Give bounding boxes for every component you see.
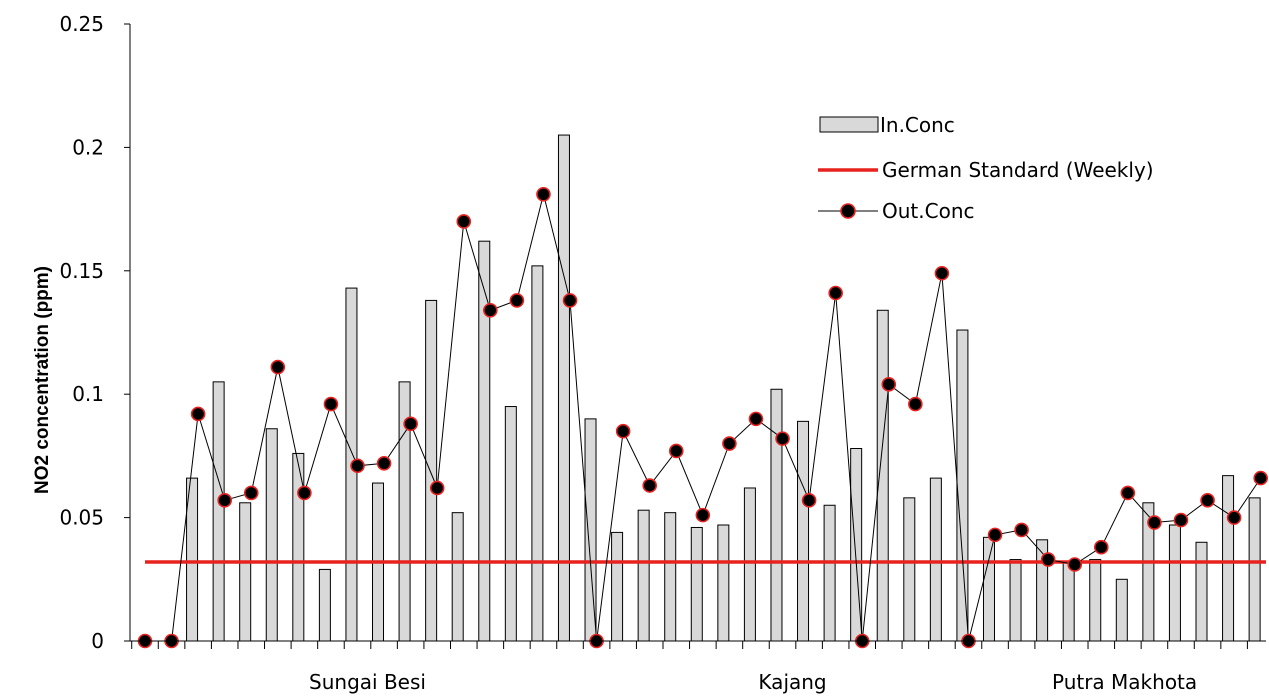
out-conc-point: [536, 186, 551, 202]
out-conc-point: [323, 396, 339, 412]
in-conc-bar: [451, 512, 464, 642]
out-conc-point: [987, 527, 1003, 543]
out-conc-point: [722, 436, 737, 451]
out-conc-point: [509, 293, 525, 308]
in-conc-bar: [265, 428, 278, 642]
legend-label-out-conc: Out.Conc: [882, 199, 975, 223]
in-conc-bars: [186, 134, 1261, 642]
out-conc-point: [908, 396, 923, 412]
out-conc-point: [1094, 539, 1109, 555]
out-conc-point: [1253, 470, 1268, 486]
in-conc-bar: [212, 381, 225, 642]
out-conc-point: [429, 480, 445, 496]
y-tick-label: 0.1: [72, 382, 104, 406]
out-conc-point: [801, 493, 817, 508]
out-conc-point: [562, 293, 578, 308]
in-conc-bar: [717, 524, 730, 642]
out-conc-point: [1200, 493, 1215, 508]
in-conc-bar: [531, 265, 544, 642]
in-conc-bar: [903, 497, 916, 642]
in-conc-bar: [1009, 559, 1022, 642]
in-conc-bar: [982, 536, 995, 642]
out-conc-point: [190, 406, 206, 422]
y-tick-label: 0.05: [59, 506, 104, 530]
in-conc-bar: [1168, 524, 1181, 642]
out-conc-point: [483, 302, 498, 318]
out-conc-point: [642, 478, 658, 493]
axes: [129, 24, 1266, 642]
legend: In.Conc German Standard (Weekly) Out.Conc: [818, 113, 1154, 223]
in-conc-bar: [1062, 561, 1075, 642]
out-conc-point: [1067, 557, 1083, 572]
in-conc-bar: [770, 388, 783, 642]
in-conc-bar: [690, 526, 703, 642]
in-conc-bar: [1089, 559, 1102, 642]
in-conc-bar: [823, 504, 836, 642]
out-conc-point: [376, 456, 392, 471]
out-conc-point: [748, 411, 764, 427]
out-conc-point: [695, 507, 711, 523]
x-axis-ticks: [131, 641, 1248, 649]
in-conc-bar: [318, 568, 331, 642]
out-conc-point: [350, 458, 365, 474]
y-tick-label: 0.25: [59, 12, 104, 36]
out-conc-point: [270, 359, 286, 375]
y-tick-label: 0.15: [59, 259, 104, 283]
legend-label-in-conc: In.Conc: [880, 113, 955, 137]
out-conc-point: [1014, 522, 1029, 538]
out-conc-point: [297, 485, 312, 501]
out-conc-point: [775, 431, 790, 446]
in-conc-bar: [1115, 578, 1128, 642]
out-conc-point: [403, 416, 418, 432]
y-tick-label: 0.2: [72, 135, 104, 159]
in-conc-bar: [611, 531, 624, 642]
in-conc-bar: [637, 509, 650, 642]
in-conc-bar: [425, 299, 438, 642]
group-label: Sungai Besi: [309, 670, 426, 694]
in-conc-bar: [743, 487, 756, 642]
in-conc-bar: [557, 134, 570, 642]
legend-swatch-in-conc: [819, 116, 879, 133]
out-conc-point: [934, 265, 950, 281]
y-tick-label: 0: [91, 629, 104, 653]
out-conc-point: [1040, 552, 1056, 567]
group-label: Kajang: [758, 670, 826, 694]
out-conc-point: [456, 214, 472, 229]
legend-swatch-out-conc-marker: [840, 203, 856, 219]
out-conc-point: [1226, 510, 1242, 525]
out-conc-point: [1147, 515, 1162, 530]
out-conc-point: [1120, 485, 1136, 501]
out-conc-point: [828, 285, 843, 301]
in-conc-bar: [664, 512, 677, 642]
y-axis-title: NO2 concentration (ppm): [32, 266, 53, 494]
out-conc-point: [668, 443, 684, 459]
in-conc-bar: [239, 502, 252, 642]
group-label: Putra Makhota: [1052, 670, 1197, 694]
out-conc-point: [615, 423, 631, 439]
out-conc-point: [217, 493, 232, 508]
in-conc-bar: [1195, 541, 1208, 642]
in-conc-bar: [929, 477, 942, 642]
out-conc-point: [1173, 512, 1189, 528]
in-conc-bar: [1222, 475, 1235, 642]
out-conc-point: [881, 377, 897, 392]
in-conc-bar: [956, 329, 969, 642]
y-axis-ticks: 0 0.05 0.1 0.15 0.2 0.25: [59, 12, 130, 653]
in-conc-bar: [504, 406, 517, 642]
legend-label-german-standard: German Standard (Weekly): [882, 158, 1154, 182]
in-conc-bar: [797, 420, 810, 642]
in-conc-bar: [1248, 497, 1261, 642]
in-conc-bar: [478, 240, 491, 642]
out-conc-point: [243, 485, 259, 501]
x-axis-group-labels: Sungai Besi Kajang Putra Makhota: [309, 670, 1197, 694]
